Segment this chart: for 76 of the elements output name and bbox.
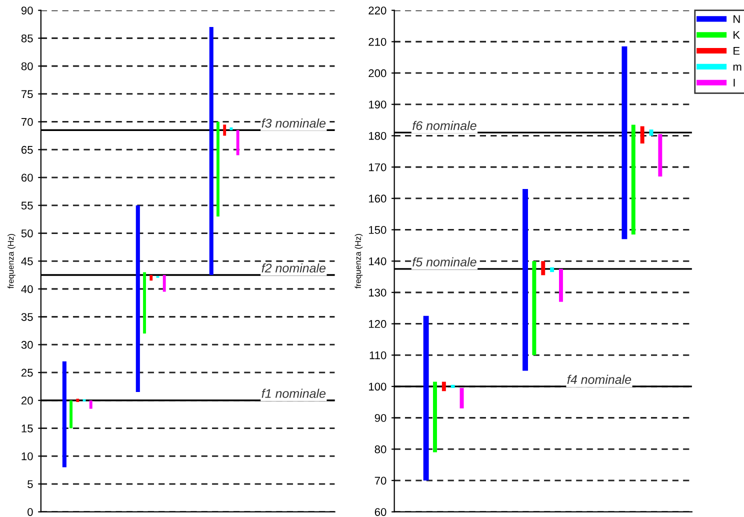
bar bbox=[76, 398, 80, 402]
ref-line-label: f3 nominale bbox=[262, 118, 326, 128]
y-tick-label: 0 bbox=[28, 508, 33, 516]
bar bbox=[460, 388, 464, 408]
y-tick-label: 100 bbox=[368, 382, 386, 391]
y-tick-label: 50 bbox=[21, 229, 33, 238]
bar bbox=[442, 382, 446, 392]
bar bbox=[640, 126, 644, 144]
bar bbox=[532, 261, 536, 356]
legend-label: N bbox=[734, 15, 740, 23]
y-tick-label: 55 bbox=[21, 202, 33, 210]
y-tick-label: 90 bbox=[21, 6, 33, 14]
y-tick-label: 30 bbox=[21, 340, 33, 349]
y-tick-label: 120 bbox=[368, 320, 386, 328]
bar bbox=[62, 361, 66, 468]
y-tick-label: 130 bbox=[368, 288, 386, 297]
y-tick-label: 110 bbox=[370, 351, 386, 360]
y-tick-label: 65 bbox=[21, 146, 33, 154]
bar bbox=[558, 268, 563, 302]
y-axis-title: frequenza (Hz) bbox=[354, 234, 363, 289]
y-tick-label: 200 bbox=[368, 69, 386, 78]
bar bbox=[658, 134, 662, 176]
y-tick-label: 80 bbox=[374, 445, 386, 454]
y-tick-label: 60 bbox=[374, 508, 386, 516]
y-tick-label: 190 bbox=[368, 100, 386, 109]
y-tick-label: 150 bbox=[368, 226, 386, 234]
y-tick-label: 85 bbox=[21, 34, 33, 42]
bar bbox=[143, 272, 146, 334]
bar bbox=[450, 384, 455, 388]
bar bbox=[550, 267, 554, 272]
legend-label: m bbox=[733, 64, 742, 71]
bar bbox=[541, 261, 546, 276]
y-tick-label: 5 bbox=[28, 480, 33, 488]
y-tick-label: 140 bbox=[368, 257, 386, 266]
bar bbox=[136, 205, 140, 392]
ref-line-label: f6 nominale bbox=[412, 120, 476, 130]
legend-label: E bbox=[734, 47, 740, 55]
y-tick-label: 70 bbox=[21, 118, 33, 126]
bar bbox=[89, 400, 92, 409]
bar bbox=[70, 400, 73, 428]
y-tick-label: 40 bbox=[21, 285, 33, 294]
ref-line-label: f4 nominale bbox=[567, 374, 632, 384]
bar bbox=[162, 275, 166, 292]
y-tick-label: 160 bbox=[368, 194, 386, 203]
y-tick-label: 220 bbox=[368, 6, 386, 14]
y-axis-title: frequenza (Hz) bbox=[8, 234, 16, 289]
y-tick-label: 25 bbox=[21, 368, 33, 377]
bar bbox=[236, 130, 240, 156]
y-tick-label: 20 bbox=[21, 396, 33, 405]
y-tick-label: 80 bbox=[21, 62, 33, 70]
ref-line-label: f2 nominale bbox=[262, 263, 326, 273]
y-tick-label: 210 bbox=[368, 38, 386, 46]
ref-line-label: f5 nominale bbox=[412, 257, 476, 266]
y-tick-label: 70 bbox=[374, 476, 386, 485]
y-tick-label: 90 bbox=[374, 414, 386, 422]
bar bbox=[223, 124, 226, 136]
bar bbox=[150, 275, 153, 281]
bar bbox=[423, 316, 429, 480]
y-tick-label: 170 bbox=[368, 163, 386, 172]
bar bbox=[522, 188, 528, 371]
y-tick-label: 15 bbox=[22, 424, 33, 432]
y-tick-label: 45 bbox=[21, 257, 33, 266]
bar bbox=[216, 122, 220, 217]
bar bbox=[209, 27, 214, 276]
ref-line-label: f1 nominale bbox=[262, 388, 326, 398]
bar bbox=[230, 127, 233, 130]
y-tick-label: 35 bbox=[21, 313, 33, 321]
bar bbox=[622, 46, 628, 240]
y-tick-label: 75 bbox=[21, 90, 33, 98]
bar bbox=[631, 124, 636, 234]
legend-label: K bbox=[734, 31, 740, 39]
y-tick-label: 10 bbox=[22, 452, 33, 460]
y-tick-label: 180 bbox=[368, 132, 386, 140]
y-tick-label: 60 bbox=[21, 174, 33, 182]
legend-label: I bbox=[734, 78, 735, 86]
bar bbox=[433, 382, 437, 452]
